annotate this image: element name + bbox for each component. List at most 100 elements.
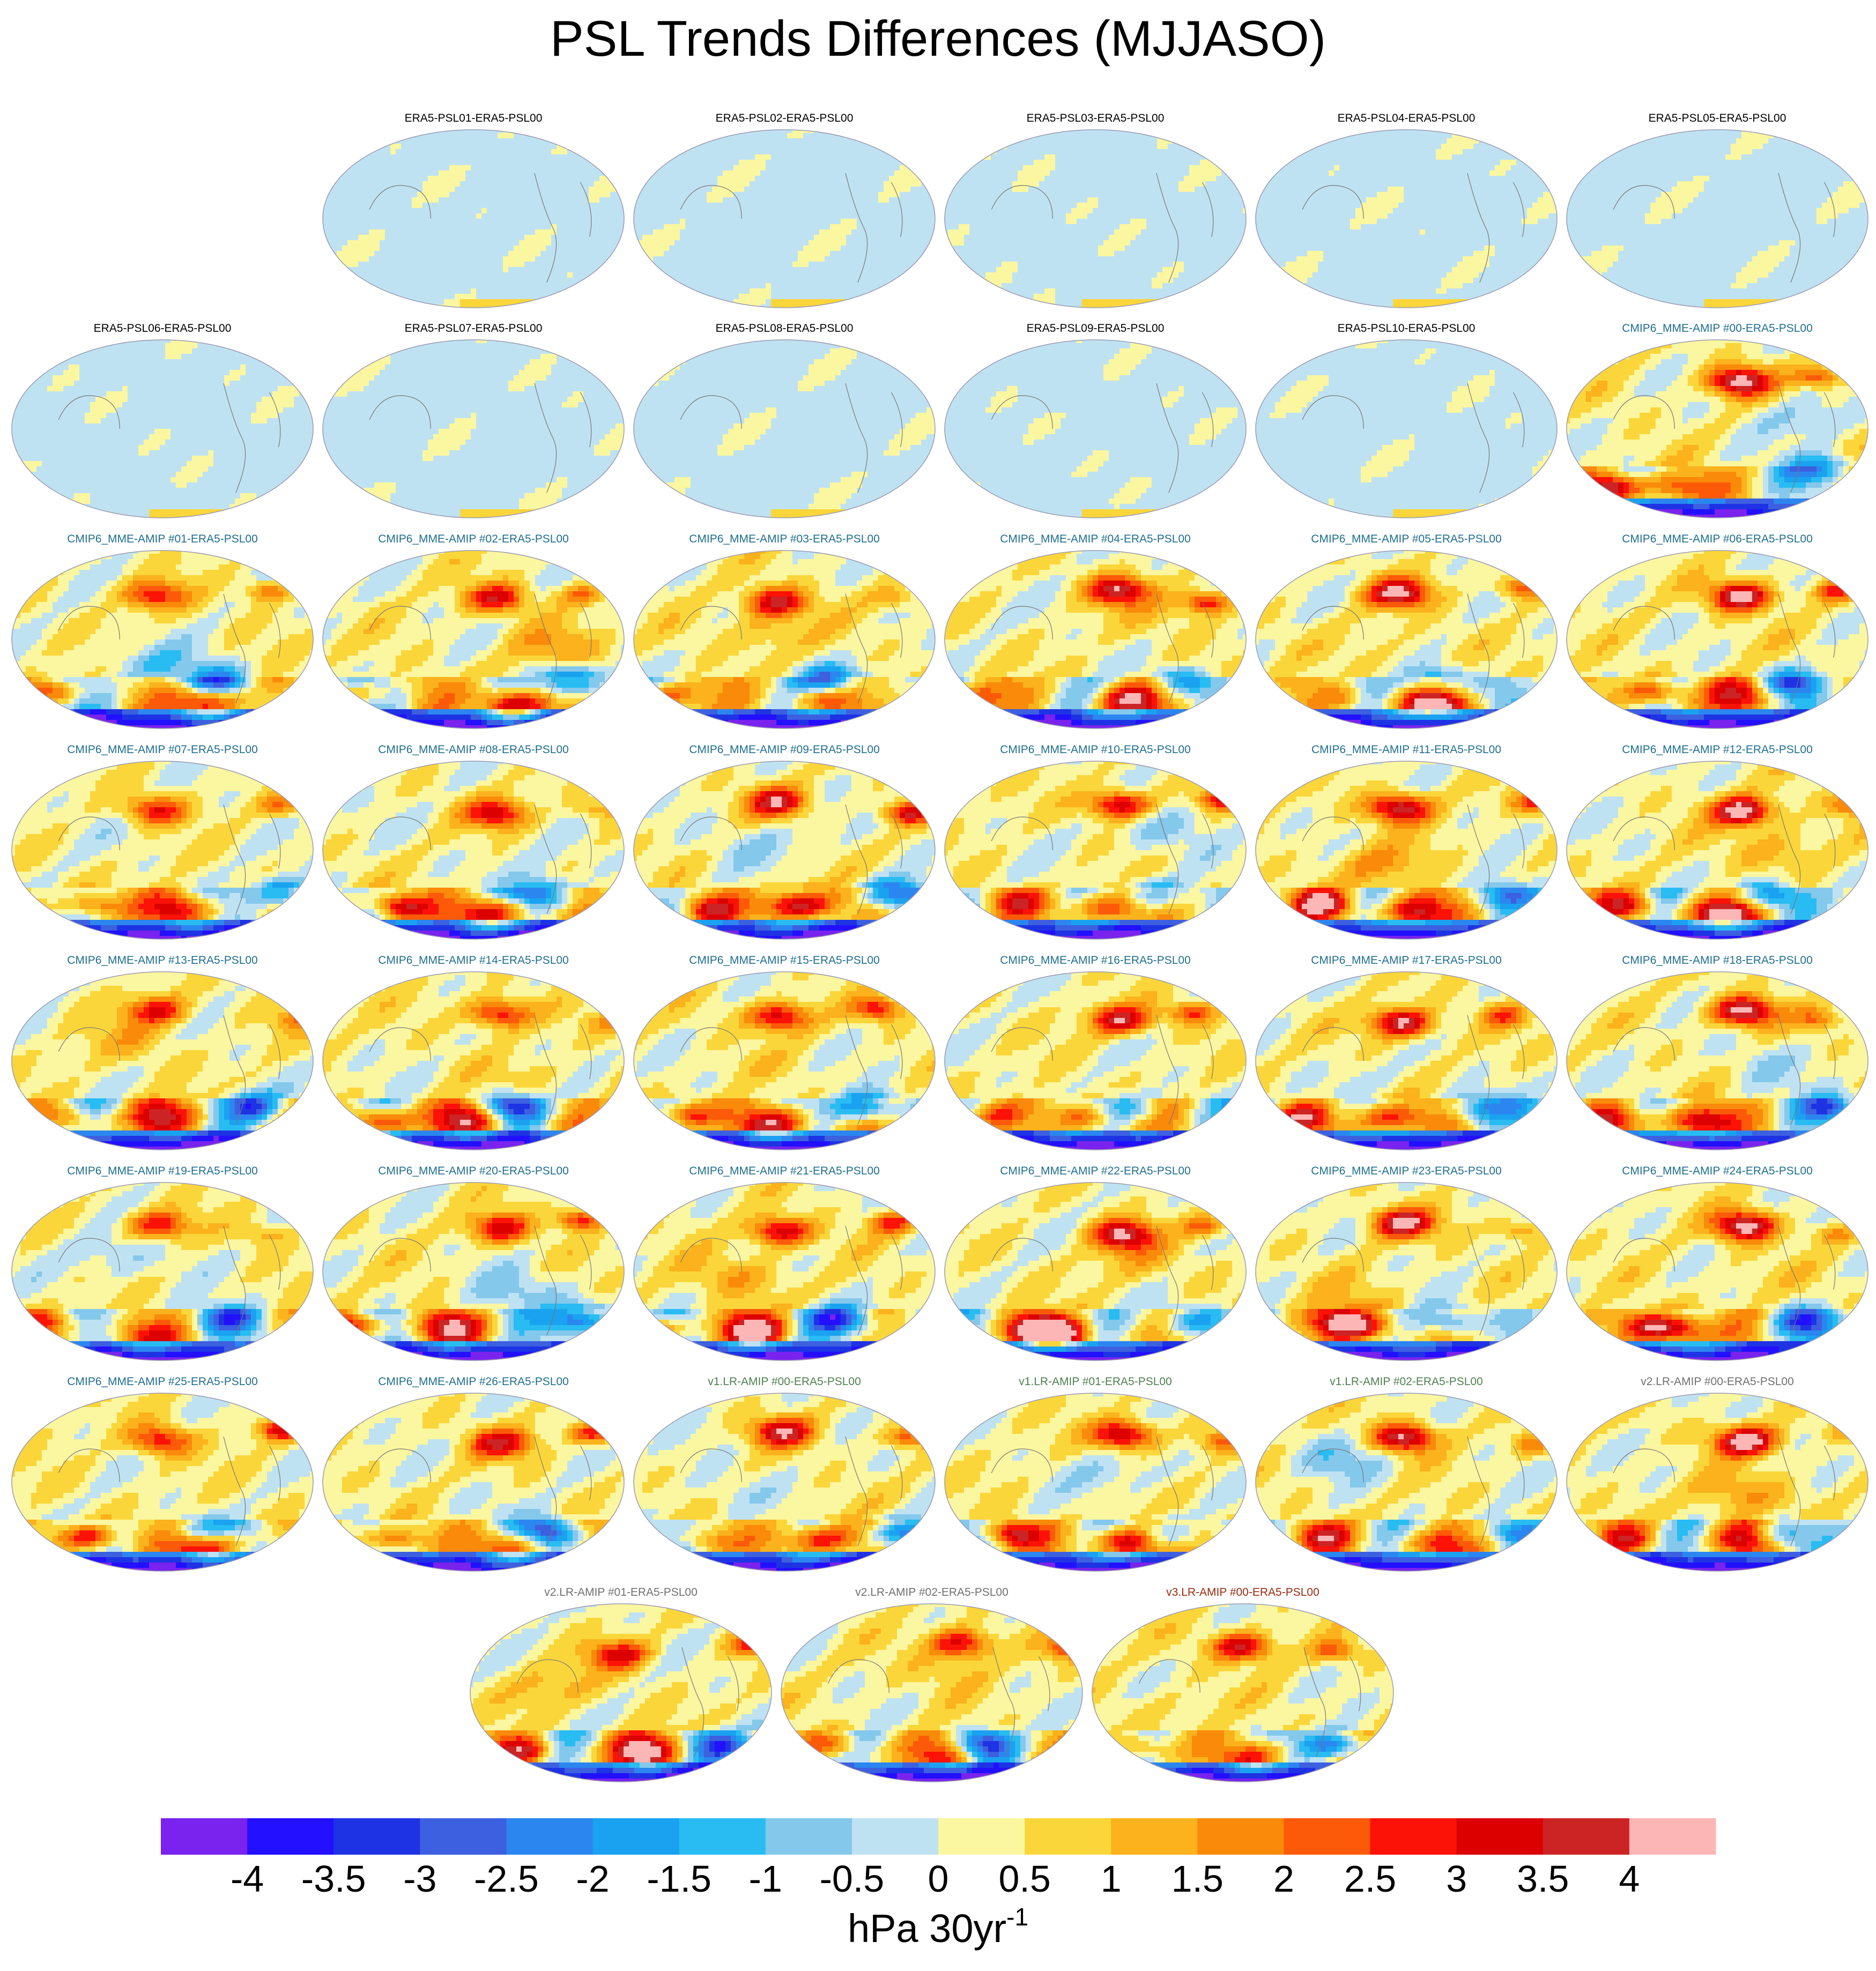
field-cell [798,251,804,257]
field-cell [932,288,937,294]
field-cell [1189,133,1195,139]
field-cell [385,203,391,209]
field-cell [669,181,675,187]
field-cell [401,246,407,251]
field-cell [347,278,353,284]
field-cell [1012,165,1018,171]
field-cell [337,128,343,133]
field-cell [326,192,332,198]
field-cell [578,267,584,273]
field-cell [1125,224,1131,230]
field-cell [433,294,439,300]
field-cell [578,224,584,230]
field-cell [380,170,385,176]
field-cell [1055,224,1061,230]
field-cell [465,251,471,257]
field-cell [364,192,369,198]
field-cell [728,203,734,209]
field-cell [900,299,906,305]
field-cell [1087,165,1093,171]
field-cell [792,283,798,289]
field-cell [342,267,348,273]
field-cell [412,165,418,171]
field-cell [798,160,804,166]
field-cell [1103,165,1109,171]
field-cell [991,160,997,166]
field-cell [691,229,696,235]
field-cell [1018,197,1024,203]
field-cell [975,138,981,144]
field-cell [980,128,986,133]
field-cell [562,267,568,273]
field-cell [337,144,343,150]
field-cell [1018,149,1024,155]
field-cell [1103,224,1109,230]
field-cell [444,197,450,203]
field-cell [514,256,520,262]
field-cell [803,144,809,150]
field-cell [744,138,750,144]
field-cell [1061,208,1066,214]
field-cell [321,154,327,160]
field-cell [465,256,471,262]
field-cell [583,181,589,187]
field-cell [380,251,385,257]
field-cell [412,251,418,257]
field-cell [401,262,407,267]
field-cell [401,224,407,230]
field-cell [680,267,686,273]
field-cell [347,197,353,203]
field-cell [396,203,402,209]
field-cell [492,160,498,166]
field-cell [910,246,916,251]
field-cell [1087,160,1093,166]
field-cell [567,267,573,273]
field-cell [846,283,852,289]
field-cell [1071,224,1077,230]
field-cell [530,208,536,214]
field-cell [664,288,670,294]
field-cell [985,149,991,155]
field-cell [578,229,584,235]
field-cell [616,165,621,171]
field-cell [819,262,825,267]
field-cell [530,138,536,144]
field-cell [943,138,948,144]
field-cell [599,208,605,214]
figure-title: PSL Trends Differences (MJJASO) [0,10,1876,68]
field-cell [1028,160,1034,166]
field-cell [337,187,343,192]
field-cell [701,246,707,251]
field-cell [916,267,922,273]
field-cell [894,251,900,257]
field-cell [685,256,691,262]
field-cell [803,246,809,251]
field-cell [535,256,541,262]
field-cell [851,224,857,230]
field-cell [969,138,975,144]
field-cell [1232,165,1238,171]
field-cell [985,229,991,235]
field-cell [782,154,788,160]
field-cell [755,192,761,198]
field-cell [1098,138,1104,144]
field-cell [1200,133,1206,139]
field-cell [380,267,385,273]
field-cell [353,246,359,251]
field-cell [449,197,455,203]
field-cell [851,144,857,150]
field-cell [369,192,375,198]
field-cell [594,256,600,262]
field-cell [873,272,879,278]
field-cell [696,256,702,262]
field-cell [364,299,369,305]
field-cell [803,240,809,246]
field-cell [701,203,707,209]
field-cell [621,294,626,300]
field-cell [460,138,466,144]
field-cell [851,246,857,251]
field-cell [406,197,412,203]
field-cell [985,144,991,150]
field-cell [1211,181,1217,187]
field-cell [648,181,654,187]
